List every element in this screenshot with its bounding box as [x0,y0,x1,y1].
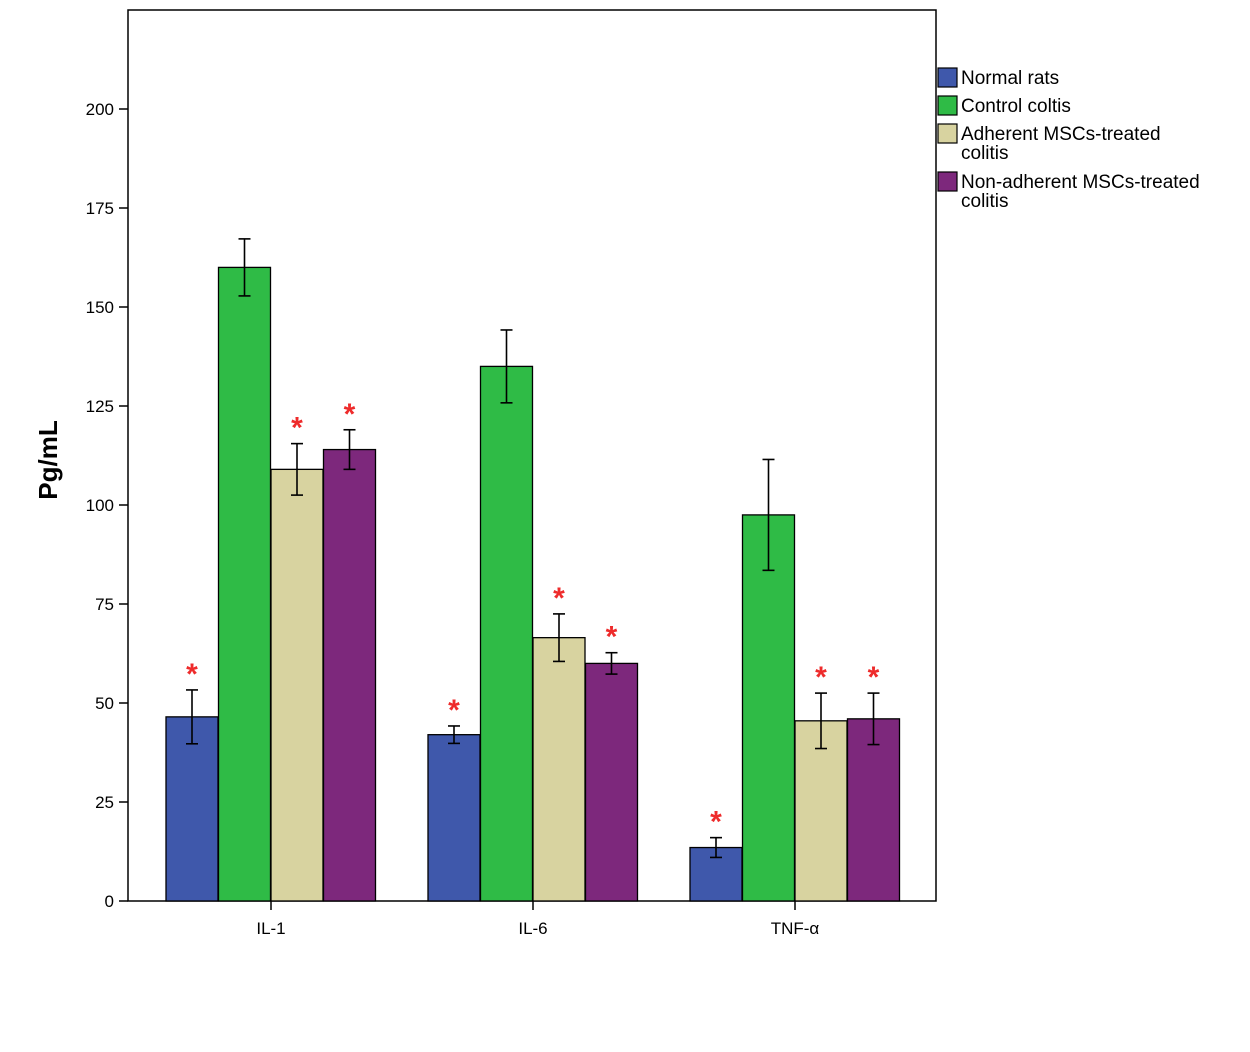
legend-swatch [937,171,958,192]
significance-star: * [553,582,565,615]
y-tick-label: 125 [86,397,114,416]
x-tick-label: IL-6 [518,919,547,938]
legend: Normal rats Control coltis Adherent MSCs-t… [937,67,1200,212]
legend-label: Normal rats [961,68,1059,89]
y-axis: 0 25 50 75 100 125 150 175 200 [86,100,128,911]
legend-swatch [937,95,958,116]
error-bars [186,238,880,859]
x-tick-label: TNF-α [771,919,820,938]
y-tick-label: 200 [86,100,114,119]
legend-label: Control coltis [961,96,1071,117]
significance-star: * [448,694,460,727]
significance-star: * [291,412,303,445]
legend-swatch [937,67,958,88]
significance-star: * [186,658,198,691]
legend-label: Adherent MSCs-treated colitis [961,124,1161,164]
legend-swatch [937,123,958,144]
significance-star: * [606,621,618,654]
significance-star: * [710,806,722,839]
y-tick-label: 175 [86,199,114,218]
x-axis: IL-1 IL-6 TNF-α [256,901,819,938]
y-tick-label: 75 [95,595,114,614]
bar [794,720,848,902]
x-tick-label: IL-1 [256,919,285,938]
bar [217,266,272,902]
bar [270,468,324,902]
bar [322,448,377,902]
y-tick-label: 100 [86,496,114,515]
significance-markers: * * * * * * * * * [186,398,880,839]
legend-item: Non-adherent MSCs-treated colitis [937,171,1200,212]
bar [846,718,901,902]
y-axis-title: Pg/mL [33,420,63,500]
bar [532,637,586,902]
legend-item: Control coltis [937,95,1071,117]
bar [479,365,534,902]
bars [165,266,901,902]
y-tick-label: 0 [105,892,114,911]
legend-item: Adherent MSCs-treated colitis [937,123,1161,164]
bar [165,716,219,902]
legend-label: Non-adherent MSCs-treated colitis [961,172,1200,212]
bar [741,514,796,902]
y-tick-label: 25 [95,793,114,812]
y-tick-label: 150 [86,298,114,317]
significance-star: * [815,661,827,694]
bar [427,734,481,902]
significance-star: * [344,398,356,431]
legend-item: Normal rats [937,67,1059,89]
y-tick-label: 50 [95,694,114,713]
bar [584,662,639,902]
significance-star: * [868,661,880,694]
